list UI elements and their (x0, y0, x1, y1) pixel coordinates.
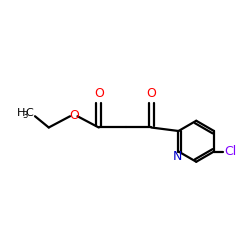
Text: O: O (146, 86, 156, 100)
Text: N: N (172, 150, 182, 162)
Text: 3: 3 (22, 110, 28, 120)
Text: O: O (69, 109, 79, 122)
Text: H: H (16, 108, 25, 118)
Text: C: C (25, 108, 32, 118)
Text: O: O (94, 86, 104, 100)
Text: Cl: Cl (224, 145, 236, 158)
